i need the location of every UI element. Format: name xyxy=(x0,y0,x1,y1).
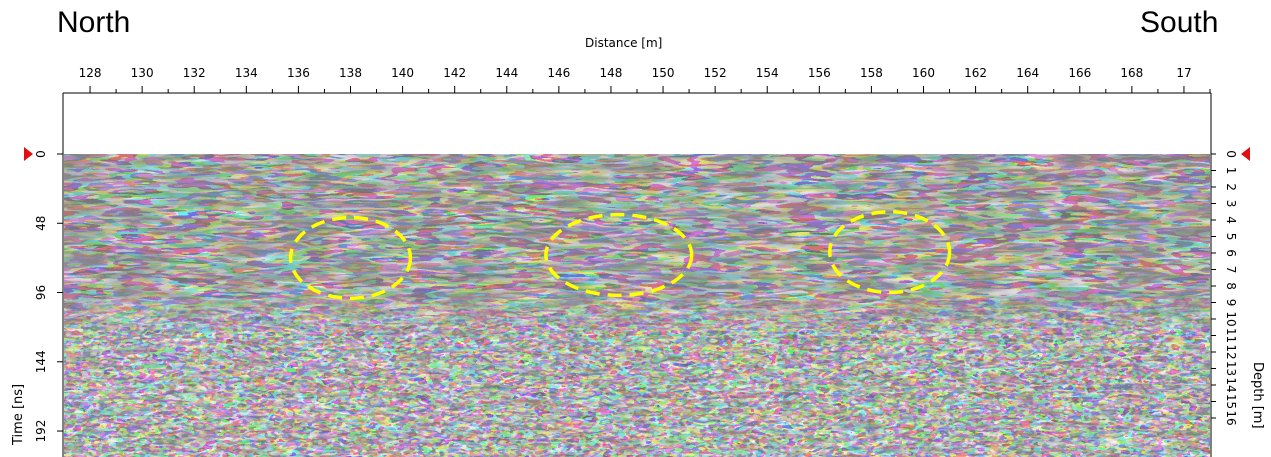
x-tick-label: 140 xyxy=(391,66,414,80)
x-axis-title: Distance [m] xyxy=(585,36,663,50)
y2-tick-label: 3 xyxy=(1224,200,1238,208)
y-tick-label: 144 xyxy=(34,350,48,373)
x-tick-label: 158 xyxy=(860,66,883,80)
x-tick-label: 136 xyxy=(287,66,310,80)
y2-tick-label: 14 xyxy=(1224,377,1238,392)
y2-tick-label: 12 xyxy=(1224,344,1238,359)
x-tick-label: 166 xyxy=(1068,66,1091,80)
x-tick-label: 132 xyxy=(183,66,206,80)
x-tick-label: 164 xyxy=(1016,66,1039,80)
y2-tick-label: 0 xyxy=(1224,150,1238,158)
y2-tick-label: 16 xyxy=(1224,410,1238,425)
y-tick-label: 0 xyxy=(34,150,48,158)
y2-tick-label: 6 xyxy=(1224,249,1238,257)
x-tick-label: 138 xyxy=(339,66,362,80)
y2-tick-label: 11 xyxy=(1224,328,1238,343)
x-tick-label: 130 xyxy=(131,66,154,80)
x-tick-label: 152 xyxy=(704,66,727,80)
y2-tick-label: 10 xyxy=(1224,311,1238,326)
north-label: North xyxy=(57,6,131,39)
y-tick-label: 96 xyxy=(34,285,48,300)
depth-zero-marker xyxy=(1241,147,1250,161)
y2-tick-label: 13 xyxy=(1224,361,1238,376)
x-tick-label: 134 xyxy=(235,66,258,80)
y2-tick-label: 8 xyxy=(1224,282,1238,290)
radargram-image xyxy=(64,154,1210,457)
x-tick-label: 154 xyxy=(756,66,779,80)
y-tick-label: 192 xyxy=(34,420,48,443)
y2-tick-label: 1 xyxy=(1224,167,1238,175)
x-tick-label: 168 xyxy=(1120,66,1143,80)
x-tick-label: 17 xyxy=(1176,66,1191,80)
y2-axis-title: Depth [m] xyxy=(1250,362,1265,429)
y2-tick-label: 7 xyxy=(1224,266,1238,274)
y2-tick-label: 5 xyxy=(1224,233,1238,241)
y2-tick-label: 4 xyxy=(1224,216,1238,224)
anomaly-ellipse xyxy=(827,209,952,295)
south-label: South xyxy=(1140,6,1219,39)
x-tick-label: 150 xyxy=(652,66,675,80)
x-tick-label: 160 xyxy=(912,66,935,80)
anomaly-ellipse xyxy=(544,212,694,298)
x-tick-label: 142 xyxy=(443,66,466,80)
anomaly-ellipse xyxy=(288,215,413,301)
x-tick-label: 156 xyxy=(808,66,831,80)
x-tick-label: 148 xyxy=(600,66,623,80)
y-tick-label: 48 xyxy=(34,216,48,231)
x-tick-label: 144 xyxy=(495,66,518,80)
y2-tick-label: 15 xyxy=(1224,394,1238,409)
x-tick-label: 128 xyxy=(79,66,102,80)
y-axis-title: Time [ns] xyxy=(11,384,26,446)
x-tick-label: 162 xyxy=(964,66,987,80)
time-zero-marker xyxy=(24,147,33,161)
y2-tick-label: 2 xyxy=(1224,183,1238,191)
y2-tick-label: 9 xyxy=(1224,299,1238,307)
x-tick-label: 146 xyxy=(547,66,570,80)
